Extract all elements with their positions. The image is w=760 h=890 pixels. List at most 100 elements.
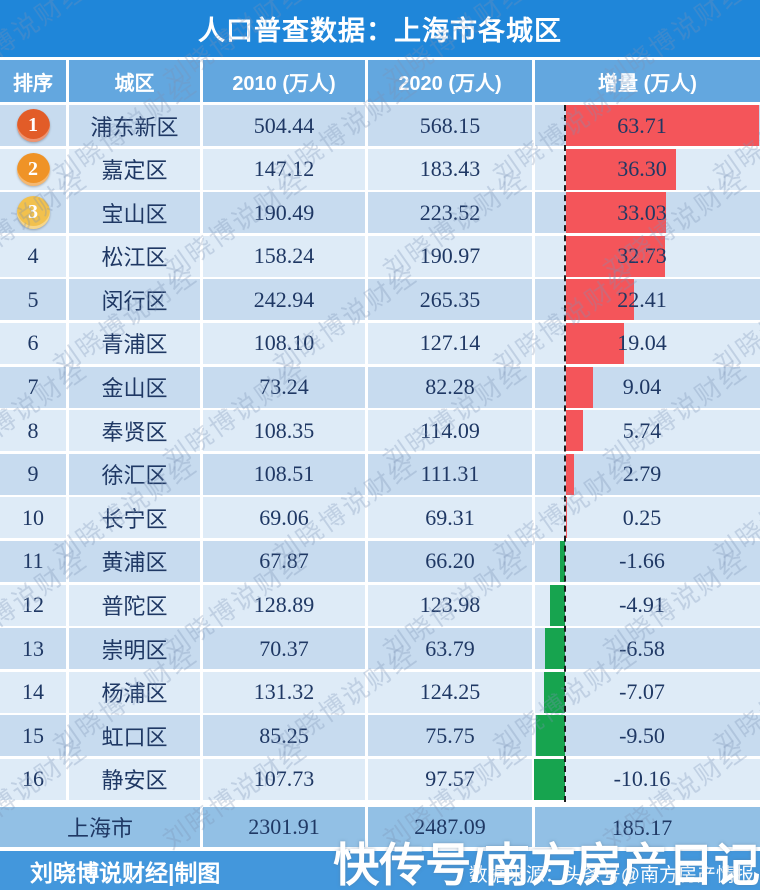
positive-delta-bar	[566, 105, 760, 146]
page-title: 人口普查数据：上海市各城区	[0, 0, 760, 57]
rank-badge: 2	[16, 152, 50, 186]
header-delta: 增量 (万人)	[535, 60, 760, 102]
value-2020-cell: 75.75	[368, 715, 532, 757]
value-2020-cell: 97.57	[368, 758, 532, 800]
value-2020-cell: 223.52	[368, 192, 532, 234]
rank-badge: 1	[16, 109, 50, 142]
delta-cell: -9.50	[535, 715, 760, 757]
delta-value: -4.91	[619, 592, 665, 618]
district-cell: 虹口区	[69, 715, 200, 757]
table-row: 3 宝山区 190.49 223.52 33.03	[0, 192, 760, 234]
district-cell: 嘉定区	[69, 148, 200, 190]
district-cell: 杨浦区	[69, 671, 200, 713]
delta-cell: -6.58	[535, 628, 760, 670]
total-2010: 2301.91	[203, 807, 365, 847]
header-2020: 2020 (万人)	[368, 60, 532, 102]
total-2020: 2487.09	[368, 807, 532, 847]
delta-value: 0.25	[622, 504, 662, 530]
value-2010-cell: 70.37	[203, 628, 365, 670]
header-2010: 2010 (万人)	[203, 60, 365, 102]
district-cell: 普陀区	[69, 584, 200, 626]
delta-cell: -4.91	[535, 584, 760, 626]
rank-cell: 15	[0, 715, 66, 757]
negative-delta-bar	[545, 628, 565, 670]
value-2010-cell: 190.49	[203, 192, 365, 234]
rank-cell: 6	[0, 322, 66, 364]
rank-cell: 11	[0, 540, 66, 582]
author-credit: 刘晓博说财经|制图	[30, 859, 221, 886]
district-cell: 黄浦区	[69, 540, 200, 582]
value-2010-cell: 128.89	[203, 584, 365, 626]
positive-delta-bar	[566, 410, 584, 452]
rank-cell: 14	[0, 671, 66, 713]
table-row: 16 静安区 107.73 97.57 -10.16	[0, 758, 760, 800]
district-cell: 奉贤区	[69, 410, 200, 452]
district-cell: 徐汇区	[69, 453, 200, 495]
delta-value: -1.66	[619, 548, 665, 574]
header-rank: 排序	[0, 60, 66, 102]
total-row: 上海市 2301.91 2487.09 185.17	[0, 807, 760, 847]
negative-delta-bar	[559, 540, 565, 582]
value-2010-cell: 67.87	[203, 540, 365, 582]
table-row: 15 虹口区 85.25 75.75 -9.50	[0, 715, 760, 757]
table-row: 12 普陀区 128.89 123.98 -4.91	[0, 584, 760, 626]
table-row: 11 黄浦区 67.87 66.20 -1.66	[0, 540, 760, 582]
total-delta: 185.17	[535, 807, 760, 847]
value-2010-cell: 85.25	[203, 715, 365, 757]
district-cell: 长宁区	[69, 497, 200, 539]
value-2010-cell: 69.06	[203, 497, 365, 539]
header-district: 城区	[69, 60, 200, 102]
district-cell: 闵行区	[69, 279, 200, 321]
delta-cell: 19.04	[535, 322, 760, 364]
platform-watermark: 快传号/南方房产日记	[333, 839, 760, 890]
value-2020-cell: 114.09	[368, 410, 532, 452]
total-delta-value: 185.17	[611, 814, 673, 840]
total-label: 上海市	[0, 807, 200, 847]
delta-value: -9.50	[619, 722, 665, 748]
negative-delta-bar	[534, 758, 565, 800]
rank-cell: 2	[0, 148, 66, 190]
negative-delta-bar	[550, 584, 565, 626]
delta-value: 63.71	[617, 112, 667, 138]
data-source-text: 数据来源：头条号@南方房产情报	[468, 865, 754, 886]
district-cell: 静安区	[69, 758, 200, 800]
table-row: 2 嘉定区 147.12 183.43 36.30	[0, 148, 760, 190]
delta-value: 32.73	[617, 243, 667, 269]
delta-cell: -1.66	[535, 540, 760, 582]
table-row: 8 奉贤区 108.35 114.09 5.74	[0, 410, 760, 452]
delta-value: -10.16	[613, 766, 671, 792]
district-cell: 青浦区	[69, 322, 200, 364]
rank-cell: 9	[0, 453, 66, 495]
delta-cell: 5.74	[535, 410, 760, 452]
rank-cell: 10	[0, 497, 66, 539]
value-2020-cell: 265.35	[368, 279, 532, 321]
delta-value: 22.41	[617, 286, 667, 312]
positive-delta-bar	[566, 192, 667, 234]
district-cell: 松江区	[69, 235, 200, 277]
positive-delta-bar	[566, 497, 567, 539]
rank-cell: 7	[0, 366, 66, 408]
rank-cell: 12	[0, 584, 66, 626]
value-2010-cell: 108.51	[203, 453, 365, 495]
value-2020-cell: 190.97	[368, 235, 532, 277]
district-cell: 宝山区	[69, 192, 200, 234]
value-2020-cell: 69.31	[368, 497, 532, 539]
rank-cell: 3	[0, 192, 66, 234]
rank-cell: 4	[0, 235, 66, 277]
district-cell: 崇明区	[69, 628, 200, 670]
positive-delta-bar	[566, 322, 624, 364]
footer-bar: 刘晓博说财经|制图 数据来源：头条号@南方房产情报	[0, 851, 760, 890]
delta-cell: 22.41	[535, 279, 760, 321]
value-2010-cell: 504.44	[203, 105, 365, 146]
rank-badge: 3	[16, 196, 50, 230]
value-2010-cell: 242.94	[203, 279, 365, 321]
rank-cell: 1	[0, 105, 66, 146]
delta-cell: -10.16	[534, 758, 760, 800]
delta-value: 33.03	[617, 199, 667, 225]
positive-delta-bar	[566, 279, 634, 321]
table-row: 4 松江区 158.24 190.97 32.73	[0, 235, 760, 277]
value-2010-cell: 107.73	[203, 758, 365, 800]
zero-axis-line	[564, 105, 566, 802]
value-2020-cell: 82.28	[368, 366, 532, 408]
